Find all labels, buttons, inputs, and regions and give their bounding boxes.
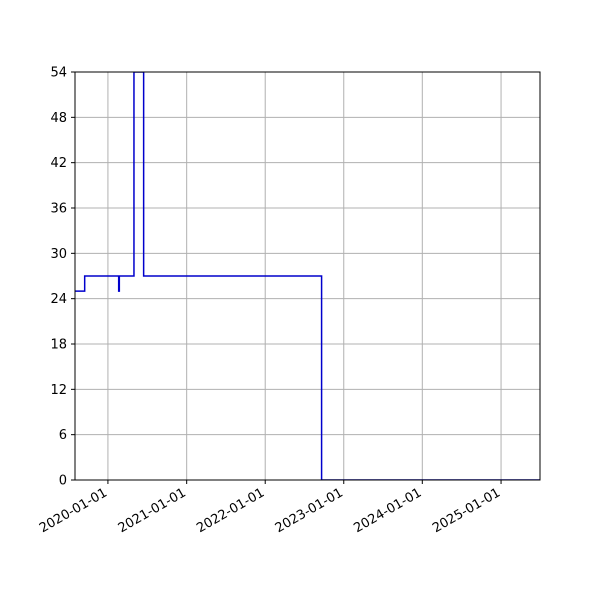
y-tick-label: 48 (50, 111, 67, 126)
plot-frame (74, 71, 541, 481)
y-tick-label: 36 (50, 202, 67, 217)
x-tick-label: 2022-01-01 (194, 485, 267, 536)
y-tick-label: 18 (50, 338, 67, 353)
y-tick-label: 12 (50, 383, 67, 398)
x-tick-label: 2025-01-01 (430, 485, 503, 536)
x-tick-label: 2024-01-01 (351, 485, 424, 536)
y-tick-label: 0 (59, 474, 67, 489)
x-tick-label: 2021-01-01 (116, 485, 189, 536)
y-tick-label: 24 (50, 292, 67, 307)
y-tick-label: 30 (50, 247, 67, 262)
series-layer (75, 72, 540, 480)
series-line (75, 72, 540, 480)
y-tick-label: 42 (50, 156, 67, 171)
x-tick-label: 2020-01-01 (37, 485, 110, 536)
x-tick-label: 2023-01-01 (273, 485, 346, 536)
y-tick-label: 6 (59, 428, 67, 443)
x-axis: 2020-01-01 2021-01-01 2022-01-01 2023-01-01… (37, 480, 503, 536)
y-tick-label: 54 (50, 66, 67, 81)
y-axis: 0 6 12 18 24 30 36 42 48 54 (50, 66, 75, 489)
